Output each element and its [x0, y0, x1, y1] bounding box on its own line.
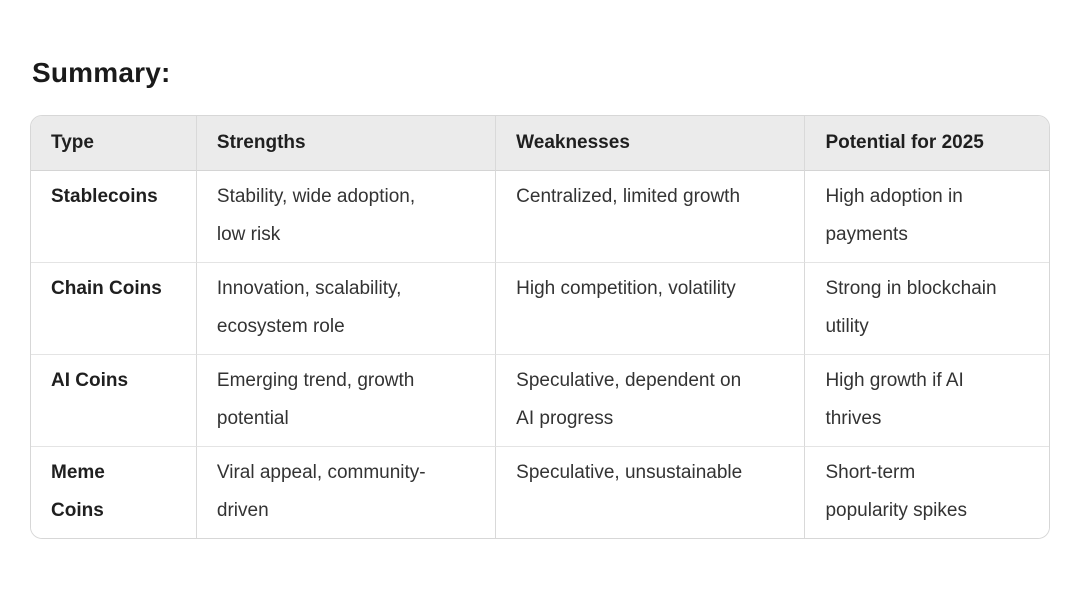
- cell-strengths: Emerging trend, growth potential: [195, 354, 496, 446]
- column-header-potential: Potential for 2025: [804, 116, 1049, 170]
- cell-type: Meme Coins: [31, 446, 196, 538]
- table-row-stablecoins: Stablecoins Stability, wide adoption, lo…: [31, 170, 1049, 262]
- table-row-ai-coins: AI Coins Emerging trend, growth potentia…: [31, 354, 1049, 446]
- column-header-type: Type: [31, 116, 196, 170]
- table-row-chain-coins: Chain Coins Innovation, scalability, eco…: [31, 262, 1049, 354]
- cell-type: Stablecoins: [31, 170, 196, 262]
- cell-strengths: Innovation, scalability, ecosystem role: [195, 262, 496, 354]
- column-header-strengths: Strengths: [195, 116, 496, 170]
- cell-weaknesses: High competition, volatility: [495, 262, 805, 354]
- summary-table: Type Strengths Weaknesses Potential for …: [30, 115, 1050, 539]
- cell-potential: High adoption in payments: [804, 170, 1049, 262]
- page: Summary: Type Strengths Weaknesses Poten…: [30, 57, 1050, 539]
- cell-strengths: Viral appeal, community-driven: [195, 446, 496, 538]
- cell-potential: Short-term popularity spikes: [804, 446, 1049, 538]
- column-header-weaknesses: Weaknesses: [495, 116, 805, 170]
- cell-potential: High growth if AI thrives: [804, 354, 1049, 446]
- table-row-meme-coins: Meme Coins Viral appeal, community-drive…: [31, 446, 1049, 538]
- cell-weaknesses: Centralized, limited growth: [495, 170, 805, 262]
- table-header-row: Type Strengths Weaknesses Potential for …: [31, 116, 1049, 170]
- cell-type: AI Coins: [31, 354, 196, 446]
- cell-potential: Strong in blockchain utility: [804, 262, 1049, 354]
- cell-weaknesses: Speculative, dependent on AI progress: [495, 354, 805, 446]
- cell-weaknesses: Speculative, unsustainable: [495, 446, 805, 538]
- cell-type: Chain Coins: [31, 262, 196, 354]
- summary-heading: Summary:: [32, 57, 171, 88]
- cell-strengths: Stability, wide adoption, low risk: [195, 170, 496, 262]
